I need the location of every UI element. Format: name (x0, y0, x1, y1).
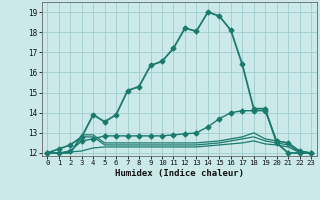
X-axis label: Humidex (Indice chaleur): Humidex (Indice chaleur) (115, 169, 244, 178)
